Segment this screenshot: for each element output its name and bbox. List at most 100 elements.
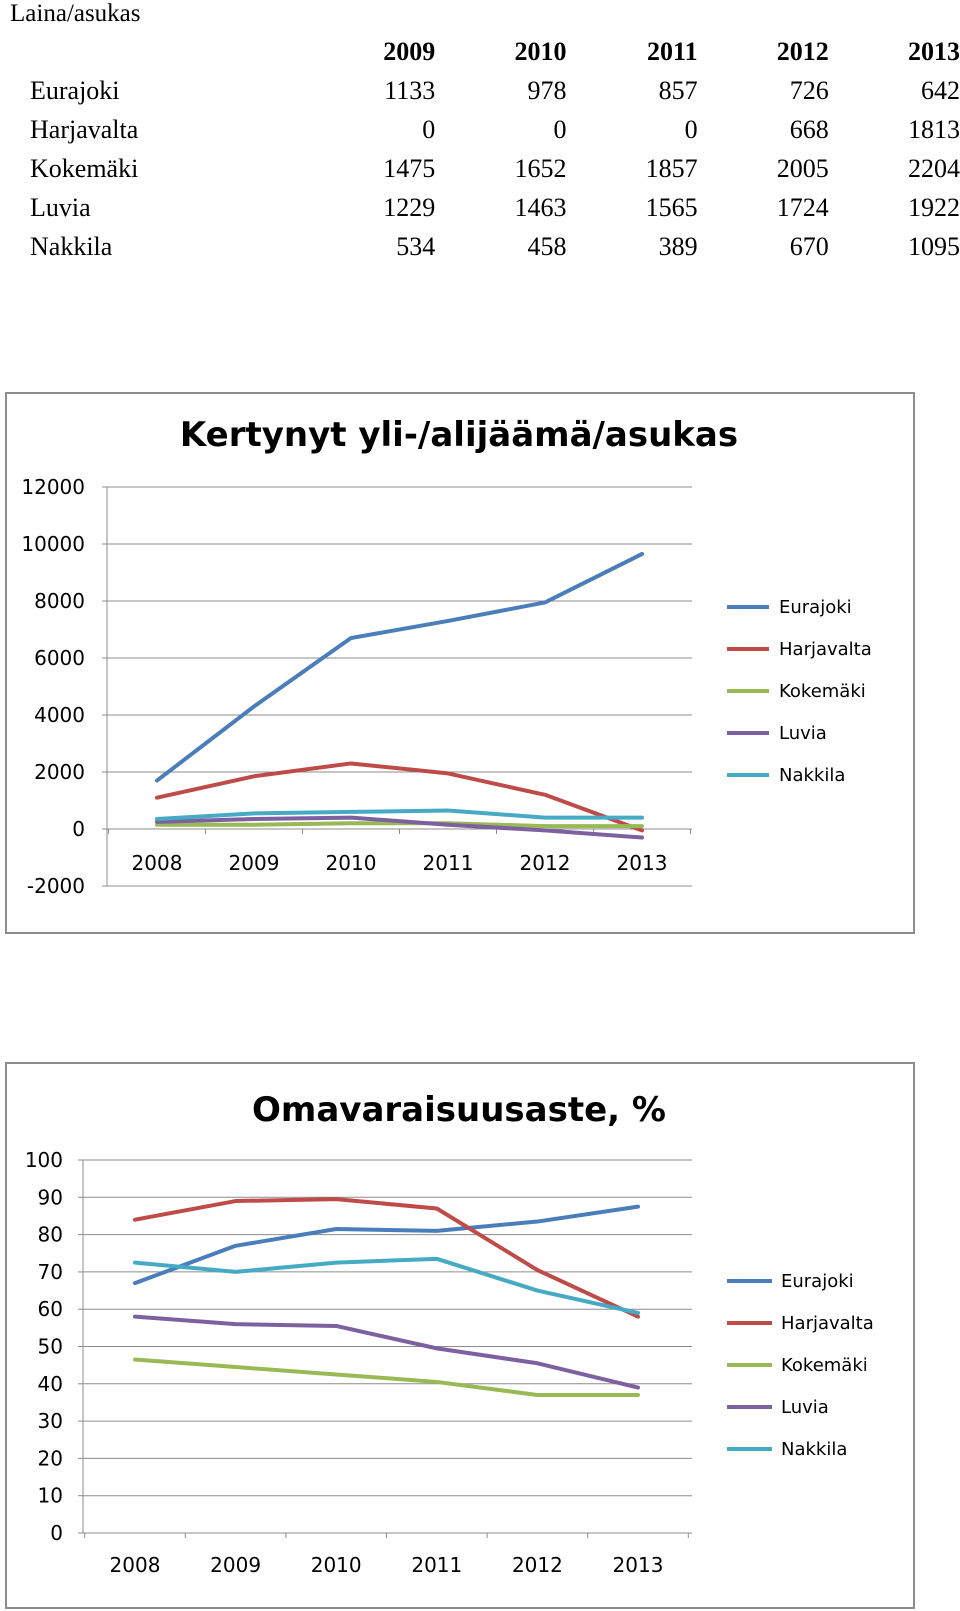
municipality-name: Harjavalta <box>30 115 139 144</box>
series-line-nakkila <box>155 808 644 822</box>
legend-entry: Nakkila <box>779 765 845 786</box>
equity-ratio-chart-svg: Omavaraisuusaste, % 0 10 20 30 40 50 60 70 80 90 10… <box>25 1090 874 1577</box>
series-line-nakkila <box>133 1256 640 1315</box>
y-tick-label: 0 <box>72 817 85 841</box>
y-tick-label: 0 <box>50 1521 63 1545</box>
year-header: 2010 <box>514 37 567 66</box>
series-line-luvia <box>133 1314 640 1390</box>
y-tick-label: 40 <box>38 1372 63 1396</box>
x-tick-label: 2009 <box>229 851 280 875</box>
series-line-harjavalta <box>133 1197 640 1319</box>
table-cell: 534 <box>396 232 436 261</box>
table-row: Nakkila 534 458 389 670 1095 <box>22 227 960 266</box>
x-tick-label: 2009 <box>210 1553 261 1577</box>
table-cell: 2005 <box>776 154 829 183</box>
x-tick-label: 2011 <box>423 851 474 875</box>
year-header: 2012 <box>776 37 829 66</box>
legend-entry: Kokemäki <box>779 681 866 702</box>
table-cell: 978 <box>527 76 567 105</box>
legend-entry: Harjavalta <box>781 1313 874 1334</box>
legend-entry: Eurajoki <box>779 597 852 618</box>
table-cell: 726 <box>789 76 829 105</box>
y-tick-label: 6000 <box>34 646 85 670</box>
table-cell: 1133 <box>384 76 436 105</box>
surplus-deficit-chart: Kertynyt yli-/alijäämä/asukas -2000 0 2000 4… <box>5 392 915 934</box>
y-tick-label: 2000 <box>34 760 85 784</box>
x-tick-label: 2012 <box>520 851 571 875</box>
table-row: Luvia 1229 1463 1565 1724 1922 <box>22 188 960 227</box>
x-tick-label: 2010 <box>311 1553 362 1577</box>
y-tick-label: 70 <box>38 1260 63 1284</box>
table-cell: 668 <box>789 115 829 144</box>
y-tick-label: 50 <box>38 1335 63 1359</box>
table-cell: 857 <box>658 76 698 105</box>
municipality-name: Luvia <box>30 193 91 222</box>
series-line-kokemäki <box>155 821 644 829</box>
year-header: 2011 <box>647 37 698 66</box>
municipality-name: Nakkila <box>30 232 113 261</box>
y-tick-label: 60 <box>38 1297 63 1321</box>
surplus-deficit-chart-svg: Kertynyt yli-/alijäämä/asukas -2000 0 2000 4… <box>21 415 872 898</box>
series-line-harjavalta <box>155 761 644 833</box>
table-row: Eurajoki 1133 978 857 726 642 <box>22 71 960 110</box>
table-header-row: 2009 2010 2011 2012 2013 <box>22 32 960 71</box>
legend-entry: Kokemäki <box>781 1355 868 1376</box>
equity-ratio-chart-title: Omavaraisuusaste, % <box>252 1090 666 1130</box>
table-cell: 389 <box>658 232 698 261</box>
x-tick-label: 2013 <box>613 1553 664 1577</box>
y-tick-label: 80 <box>38 1223 63 1247</box>
table-cell: 0 <box>422 115 436 144</box>
year-header: 2013 <box>908 37 960 66</box>
series-line-kokemäki <box>133 1357 640 1397</box>
x-tick-label: 2008 <box>132 851 183 875</box>
y-tick-label: 10000 <box>21 532 85 556</box>
surplus-deficit-chart-title: Kertynyt yli-/alijäämä/asukas <box>180 415 738 455</box>
table-cell: 1813 <box>908 115 960 144</box>
table-cell: 1095 <box>908 232 960 261</box>
x-tick-label: 2011 <box>411 1553 462 1577</box>
table-title: Laina/asukas <box>10 0 141 27</box>
series-line-eurajoki <box>133 1204 640 1286</box>
table-cell: 1475 <box>383 154 436 183</box>
x-tick-label: 2010 <box>326 851 377 875</box>
series-line-luvia <box>155 815 644 840</box>
legend-entry: Nakkila <box>781 1439 847 1460</box>
x-tick-label: 2008 <box>110 1553 161 1577</box>
table-cell: 670 <box>789 232 829 261</box>
y-tick-label: 8000 <box>34 589 85 613</box>
y-tick-label: 20 <box>38 1446 63 1470</box>
legend-entry: Eurajoki <box>781 1271 854 1292</box>
y-tick-label: -2000 <box>27 874 85 898</box>
y-tick-label: 12000 <box>21 475 85 499</box>
y-tick-label: 4000 <box>34 703 85 727</box>
legend-entry: Luvia <box>779 723 827 744</box>
table-cell: 1724 <box>776 193 829 222</box>
table-row: Kokemäki 1475 1652 1857 2005 2204 <box>22 149 960 188</box>
table-cell: 1922 <box>908 193 960 222</box>
y-tick-label: 10 <box>38 1484 63 1508</box>
table-cell: 1463 <box>514 193 567 222</box>
table-row: Harjavalta 0 0 0 668 1813 <box>22 110 960 149</box>
table-cell: 1857 <box>645 154 698 183</box>
table-cell: 458 <box>527 232 567 261</box>
table-cell: 2204 <box>908 154 960 183</box>
year-header: 2009 <box>383 37 436 66</box>
table-corner-cell <box>22 32 304 71</box>
table-cell: 642 <box>921 76 960 105</box>
y-tick-label: 100 <box>25 1148 63 1172</box>
table-cell: 1229 <box>383 193 436 222</box>
municipality-name: Kokemäki <box>30 154 139 183</box>
legend-entry: Harjavalta <box>779 639 872 660</box>
table-cell: 1565 <box>645 193 698 222</box>
y-tick-label: 90 <box>38 1185 63 1209</box>
municipality-name: Eurajoki <box>30 76 120 105</box>
x-tick-label: 2013 <box>617 851 668 875</box>
table-cell: 0 <box>684 115 698 144</box>
table-cell: 1652 <box>514 154 567 183</box>
equity-ratio-chart: Omavaraisuusaste, % 0 10 20 30 40 50 60 70 80 90 10… <box>5 1062 915 1609</box>
legend-entry: Luvia <box>781 1397 829 1418</box>
x-tick-label: 2012 <box>512 1553 563 1577</box>
series-line-eurajoki <box>155 551 644 783</box>
y-tick-label: 30 <box>38 1409 63 1433</box>
loan-per-resident-table: 2009 2010 2011 2012 2013 Eurajoki 1133 9… <box>22 32 960 266</box>
